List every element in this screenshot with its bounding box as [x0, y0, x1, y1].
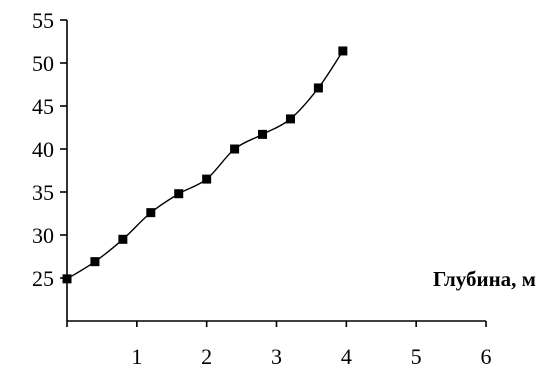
- data-point-marker: [174, 189, 184, 199]
- y-tick-label: 50: [32, 51, 54, 76]
- data-point-marker: [338, 46, 348, 56]
- data-point-marker: [90, 257, 100, 267]
- series-layer: [62, 46, 348, 284]
- x-tick-label: 2: [201, 344, 212, 369]
- y-tick-label: 45: [32, 94, 54, 119]
- y-tick-label: 55: [32, 8, 54, 33]
- data-point-marker: [285, 114, 295, 124]
- y-tick-label: 30: [32, 223, 54, 248]
- x-tick-label: 1: [131, 344, 142, 369]
- data-point-marker: [118, 234, 128, 244]
- y-tick-label: 25: [32, 266, 54, 291]
- x-axis: 1 2 3 4 5 6: [66, 320, 492, 369]
- series-line: [66, 50, 344, 280]
- data-point-marker: [202, 174, 212, 184]
- data-point-marker: [62, 274, 72, 284]
- x-tick-label: 4: [341, 344, 352, 369]
- x-tick-label: 6: [481, 344, 492, 369]
- x-tick-label: 3: [271, 344, 282, 369]
- y-axis: 25 30 35 40 45 50 55: [32, 8, 68, 321]
- data-point-marker: [230, 144, 240, 154]
- y-tick-label: 35: [32, 180, 54, 205]
- x-tick-label: 5: [411, 344, 422, 369]
- y-tick-label: 40: [32, 137, 54, 162]
- data-point-marker: [313, 83, 323, 93]
- data-point-marker: [258, 129, 268, 139]
- data-point-marker: [146, 208, 156, 218]
- x-axis-title: Глубина, м: [433, 267, 536, 291]
